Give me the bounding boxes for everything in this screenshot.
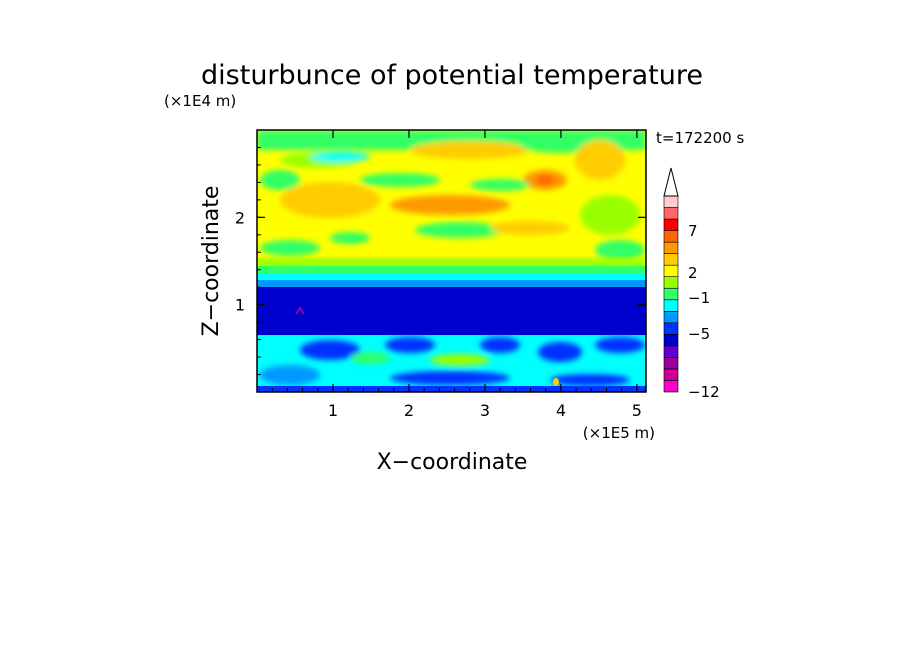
colorbar-swatch xyxy=(663,322,679,335)
colorbar-swatch xyxy=(663,207,679,220)
colorbar-swatch xyxy=(663,241,679,254)
colorbar-label: 2 xyxy=(688,264,698,282)
colorbar-label: −1 xyxy=(688,289,710,307)
colorbar-swatch xyxy=(663,287,679,301)
y-tick-label: 1 xyxy=(235,296,245,315)
colorbar-swatch xyxy=(663,195,679,208)
colorbar-label: −12 xyxy=(688,383,720,401)
chart-title: disturbunce of potential temperature xyxy=(201,60,703,91)
x-tick-label: 5 xyxy=(632,401,642,420)
x-tick-label: 4 xyxy=(556,401,566,420)
y-axis-ticks: 12 xyxy=(235,146,646,376)
time-label: t=172200 s xyxy=(656,129,744,147)
colorbar-label: −5 xyxy=(688,325,710,343)
colorbar-label: 7 xyxy=(688,222,698,240)
plot-frame xyxy=(256,129,647,393)
middle-layer xyxy=(257,287,646,337)
y-axis-title: Z−coordinate xyxy=(199,186,224,337)
colorbar-extend-arrow xyxy=(663,167,679,197)
colorbar-swatch xyxy=(663,253,679,266)
y-tick-label: 2 xyxy=(235,208,245,227)
y-unit-label: (×1E4 m) xyxy=(164,92,236,110)
heatmap-field xyxy=(257,130,646,392)
colorbar-swatch xyxy=(663,345,679,358)
colorbar-swatch xyxy=(663,368,679,381)
colorbar-swatch xyxy=(663,230,679,243)
colorbar-swatch xyxy=(663,264,679,278)
x-axis-ticks: 1 2 3 4 5 xyxy=(271,130,642,420)
colorbar-swatch xyxy=(663,299,679,312)
upper-layer-structures xyxy=(257,130,646,260)
x-tick-label: 3 xyxy=(480,401,490,420)
colorbar-swatch xyxy=(663,218,679,231)
colorbar-swatch xyxy=(663,334,679,347)
x-unit-label: (×1E5 m) xyxy=(583,424,655,442)
colorbar: −12−5−127 xyxy=(663,167,720,401)
x-tick-label: 2 xyxy=(404,401,414,420)
colorbar-swatch xyxy=(663,276,679,289)
colorbar-swatch xyxy=(663,357,679,370)
x-axis-title: X−coordinate xyxy=(377,450,528,475)
x-tick-label: 1 xyxy=(328,401,338,420)
colorbar-swatch xyxy=(663,380,679,393)
colorbar-swatch xyxy=(663,310,679,324)
